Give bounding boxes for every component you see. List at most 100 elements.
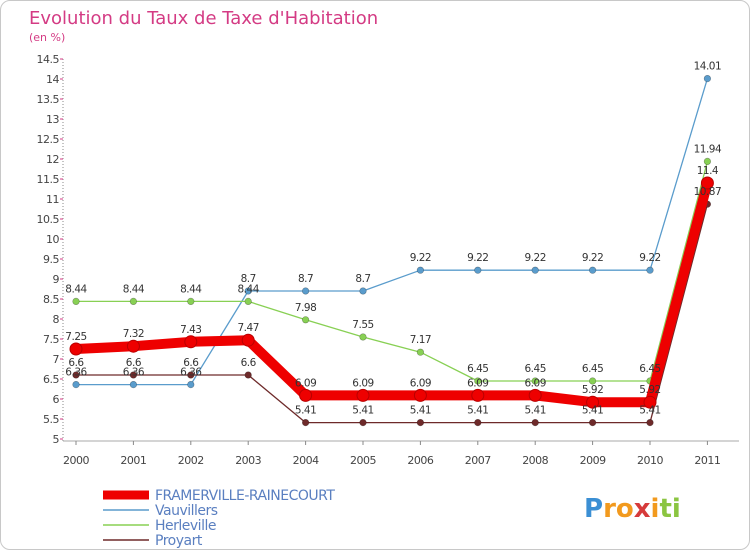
data-point bbox=[187, 297, 195, 306]
series-herleville bbox=[72, 157, 712, 385]
y-tick-label: 9.5 bbox=[43, 253, 59, 266]
legend-label: FRAMERVILLE-RAINECOURT bbox=[155, 488, 335, 504]
data-label: 8.44 bbox=[238, 283, 260, 295]
data-point bbox=[588, 377, 597, 385]
data-label: 6.45 bbox=[639, 363, 660, 375]
data-label: 7.43 bbox=[180, 324, 201, 336]
data-point bbox=[531, 419, 539, 427]
data-label: 5.41 bbox=[639, 405, 660, 417]
data-label: 6.45 bbox=[582, 363, 603, 375]
x-tick-label: 2009 bbox=[580, 454, 606, 467]
data-label: 6.36 bbox=[65, 367, 87, 379]
legend-label: Vauvillers bbox=[155, 503, 218, 519]
series-line bbox=[71, 178, 713, 408]
data-label: 7.55 bbox=[352, 319, 373, 331]
y-tick-label: 12.5 bbox=[37, 133, 60, 146]
y-tick-label: 5 bbox=[53, 433, 60, 446]
data-point bbox=[244, 371, 252, 379]
data-label: 8.44 bbox=[123, 283, 145, 295]
data-label: 5.41 bbox=[525, 405, 546, 417]
data-point bbox=[72, 371, 80, 379]
x-tick-label: 2002 bbox=[178, 454, 204, 467]
series-line bbox=[75, 160, 709, 382]
data-point bbox=[244, 297, 252, 306]
data-point bbox=[471, 388, 485, 402]
series-line bbox=[75, 77, 709, 386]
series-framerville-rainecourt bbox=[69, 176, 714, 409]
data-label: 9.22 bbox=[639, 252, 660, 264]
data-point bbox=[474, 419, 482, 427]
data-label: 9.22 bbox=[467, 252, 488, 264]
data-label: 9.22 bbox=[525, 252, 546, 264]
data-label: 6.6 bbox=[126, 357, 142, 369]
legend: FRAMERVILLE-RAINECOURTVauvillersHerlevil… bbox=[103, 488, 336, 549]
data-point bbox=[703, 157, 712, 165]
x-tick-label: 2003 bbox=[235, 454, 261, 467]
data-label: 11.4 bbox=[697, 165, 719, 177]
y-tick-label: 10.5 bbox=[37, 213, 60, 226]
data-label: 8.44 bbox=[180, 283, 202, 295]
data-label: 10.87 bbox=[694, 186, 722, 198]
y-tick-label: 14.5 bbox=[37, 53, 60, 66]
data-point bbox=[302, 316, 310, 324]
data-label: 8.7 bbox=[298, 273, 313, 285]
data-label: 6.09 bbox=[525, 377, 546, 389]
data-point bbox=[531, 377, 539, 385]
axes: 5 5.5 6 6.5 7 7.5 8 8.5 9 9.5 10 10.5 11 11.5 12 12.5 13… bbox=[37, 53, 739, 467]
data-point bbox=[72, 381, 80, 389]
y-tick-label: 7 bbox=[53, 353, 60, 366]
data-point bbox=[72, 297, 80, 306]
data-point bbox=[359, 419, 367, 427]
data-label: 5.41 bbox=[410, 405, 431, 417]
data-label: 6.09 bbox=[467, 377, 488, 389]
data-point bbox=[302, 419, 310, 427]
data-label: 9.22 bbox=[410, 252, 431, 264]
logo-letter: x bbox=[634, 494, 651, 524]
legend-label: Proyart bbox=[155, 533, 203, 549]
data-point bbox=[356, 388, 370, 402]
data-point bbox=[359, 287, 367, 295]
data-labels-layer: 6.36 6.36 6.36 8.7 8.7 8.7 9.22 9.22 9.22 9.22 9.2… bbox=[65, 61, 722, 417]
logo-text: Proxiti bbox=[584, 494, 681, 524]
data-point bbox=[129, 381, 137, 389]
y-tick-label: 11.5 bbox=[37, 173, 60, 186]
data-label: 6.6 bbox=[241, 357, 257, 369]
data-label: 5.41 bbox=[467, 405, 488, 417]
legend-item: Proyart bbox=[103, 533, 203, 549]
data-label: 6.45 bbox=[467, 363, 488, 375]
logo-letter: t bbox=[659, 494, 671, 524]
logo-letter: i bbox=[651, 494, 660, 524]
y-tick-label: 13.5 bbox=[37, 93, 60, 106]
data-label: 7.25 bbox=[65, 331, 86, 343]
logo-letter: r bbox=[603, 494, 616, 524]
data-label: 11.94 bbox=[694, 143, 722, 155]
data-label: 5.92 bbox=[582, 384, 603, 396]
data-label: 6.6 bbox=[68, 357, 84, 369]
proxiti-logo: Proxiti bbox=[584, 494, 681, 524]
legend-item: Herleville bbox=[103, 518, 216, 534]
y-tick-label: 13 bbox=[46, 113, 59, 126]
data-point bbox=[69, 342, 83, 356]
x-tick-label: 2011 bbox=[694, 454, 720, 467]
logo-letter: i bbox=[672, 494, 681, 524]
data-label: 6.09 bbox=[295, 377, 316, 389]
y-tick-label: 12 bbox=[46, 153, 59, 166]
series-vauvillers bbox=[72, 74, 712, 389]
data-point bbox=[643, 395, 657, 409]
y-tick-label: 8.5 bbox=[43, 293, 59, 306]
series-proyart bbox=[72, 200, 712, 427]
data-label: 5.41 bbox=[582, 405, 603, 417]
data-label: 14.01 bbox=[694, 61, 722, 73]
data-label: 7.17 bbox=[410, 334, 431, 346]
data-point bbox=[413, 388, 427, 402]
data-label: 8.44 bbox=[65, 283, 87, 295]
y-tick-label: 11 bbox=[46, 193, 59, 206]
data-point bbox=[646, 266, 654, 274]
data-label: 8.7 bbox=[355, 273, 370, 285]
data-point bbox=[528, 388, 542, 402]
x-tick-label: 2010 bbox=[637, 454, 663, 467]
data-label: 6.36 bbox=[123, 367, 145, 379]
x-tick-label: 2008 bbox=[522, 454, 548, 467]
x-tick-label: 2001 bbox=[120, 454, 146, 467]
